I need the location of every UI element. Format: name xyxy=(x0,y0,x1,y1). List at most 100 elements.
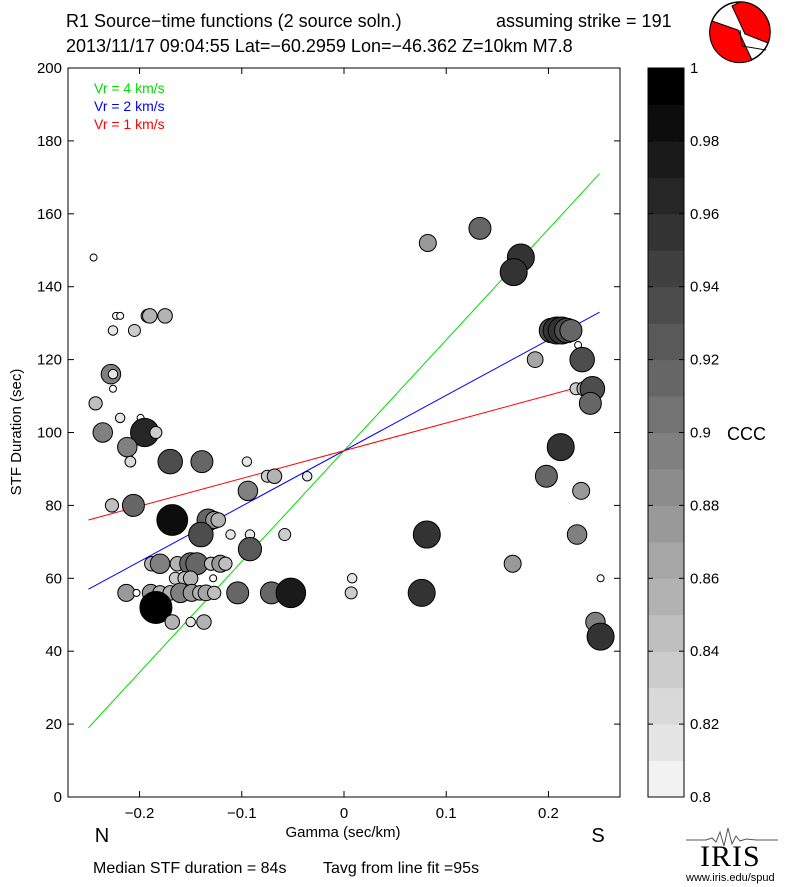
data-point xyxy=(117,436,138,458)
colorbar-band xyxy=(648,468,684,506)
data-point xyxy=(226,581,250,605)
colorbar-tick-label: 0.92 xyxy=(690,352,719,369)
colorbar-tick-label: 1 xyxy=(690,60,698,77)
iris-url: www.iris.edu/spud xyxy=(686,872,775,884)
legend-vr2: Vr = 2 km/s xyxy=(94,98,165,114)
data-point xyxy=(108,384,117,393)
data-point xyxy=(412,520,441,549)
data-point xyxy=(499,258,528,287)
colorbar-tick-label: 0.86 xyxy=(690,570,719,587)
x-tick-label: 0 xyxy=(340,805,348,822)
data-point xyxy=(559,318,583,342)
data-point xyxy=(196,614,212,630)
colorbar-band xyxy=(648,177,684,215)
y-tick-label: 0 xyxy=(54,789,62,806)
median-stf-text: Median STF duration = 84s xyxy=(93,860,287,877)
data-point xyxy=(117,583,136,602)
colorbar-band xyxy=(648,213,684,251)
data-point xyxy=(107,325,119,336)
fit-line-vr1 xyxy=(88,380,600,521)
data-point xyxy=(526,351,544,368)
y-axis: 0 20 40 60 80 100 120 140 160 180 200 xyxy=(37,60,620,806)
data-point xyxy=(266,468,283,484)
colorbar-band xyxy=(648,286,684,324)
colorbar-band xyxy=(648,68,684,105)
data-point xyxy=(566,524,588,545)
data-point xyxy=(149,426,163,439)
data-point xyxy=(209,574,218,583)
data-point xyxy=(572,481,591,500)
data-point xyxy=(546,433,575,462)
x-tick-label: −0.1 xyxy=(227,805,257,822)
y-tick-label: 100 xyxy=(37,425,62,442)
scatter-points xyxy=(88,216,615,651)
data-point xyxy=(210,512,227,528)
iris-logo-text: IRIS xyxy=(700,840,761,873)
data-point xyxy=(116,311,125,320)
y-tick-label: 40 xyxy=(45,643,62,660)
data-point xyxy=(89,253,98,262)
x-tick-label: −0.2 xyxy=(125,805,155,822)
colorbar-band xyxy=(648,104,684,142)
data-point xyxy=(207,585,222,601)
y-tick-label: 140 xyxy=(37,279,62,296)
data-point xyxy=(127,323,141,337)
y-tick-label: 60 xyxy=(45,570,62,587)
y-tick-label: 20 xyxy=(45,716,62,733)
north-label: N xyxy=(95,825,109,847)
south-label: S xyxy=(591,825,604,847)
data-point xyxy=(190,450,214,474)
seismogram-icon xyxy=(686,827,778,847)
data-point xyxy=(149,553,171,574)
data-point xyxy=(344,586,358,600)
colorbar xyxy=(648,68,684,798)
colorbar-band xyxy=(648,724,684,762)
colorbar-label: CCC xyxy=(727,424,766,444)
data-point xyxy=(139,590,173,624)
x-tick-label: 0.2 xyxy=(538,805,559,822)
data-point xyxy=(407,578,436,607)
x-axis-label: Gamma (sec/km) xyxy=(285,824,400,841)
colorbar-tick-label: 0.9 xyxy=(690,425,711,442)
y-tick-label: 80 xyxy=(45,497,62,514)
data-point xyxy=(578,391,602,415)
data-point xyxy=(534,464,558,488)
colorbar-band xyxy=(648,578,684,616)
data-point xyxy=(218,556,233,571)
colorbar-band xyxy=(648,541,684,579)
data-point xyxy=(468,216,492,240)
data-point xyxy=(107,368,119,380)
data-point xyxy=(157,448,183,475)
y-tick-label: 120 xyxy=(37,352,62,369)
data-point xyxy=(275,577,307,609)
colorbar-band xyxy=(648,359,684,397)
data-point xyxy=(596,574,605,583)
data-point xyxy=(124,455,137,468)
tavg-text: Tavg from line fit =95s xyxy=(323,860,480,877)
data-point xyxy=(569,346,595,373)
data-point xyxy=(278,528,292,542)
data-point xyxy=(346,573,358,584)
colorbar-band xyxy=(648,250,684,288)
data-point xyxy=(114,412,126,424)
data-point xyxy=(142,308,158,324)
colorbar-ticks: 0.8 0.82 0.84 0.86 0.88 0.9 0.92 0.94 0.96 0.98 1 xyxy=(648,60,719,806)
chart-title: R1 Source−time functions (2 source soln.… xyxy=(66,11,402,31)
colorbar-band xyxy=(648,760,684,798)
colorbar-band xyxy=(648,323,684,361)
data-point xyxy=(188,521,214,548)
x-tick-label: 0.1 xyxy=(436,805,457,822)
event-info: 2013/11/17 09:04:55 Lat=−60.2959 Lon=−46… xyxy=(66,36,573,56)
colorbar-tick-label: 0.82 xyxy=(690,716,719,733)
y-tick-label: 180 xyxy=(37,133,62,150)
iris-logo: IRIS www.iris.edu/spud xyxy=(686,826,778,886)
x-axis: −0.2 −0.1 0 0.1 0.2 xyxy=(125,68,559,822)
data-point xyxy=(164,614,181,630)
colorbar-tick-label: 0.88 xyxy=(690,497,719,514)
strike-text: assuming strike = 191 xyxy=(496,11,672,31)
colorbar-band xyxy=(648,614,684,652)
data-point xyxy=(418,233,437,252)
colorbar-tick-label: 0.96 xyxy=(690,206,719,223)
legend-vr4: Vr = 4 km/s xyxy=(94,80,165,96)
